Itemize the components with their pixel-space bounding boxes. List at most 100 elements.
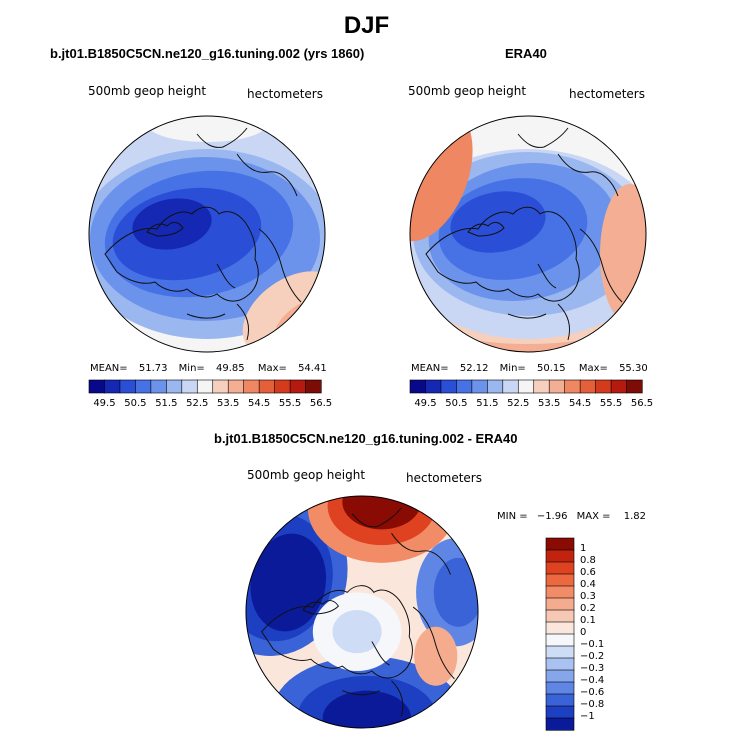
colorbar-box xyxy=(545,657,575,671)
contour-band xyxy=(147,116,267,142)
colorbar-box xyxy=(548,379,566,394)
colorbar-box xyxy=(545,705,575,719)
colorbar-box xyxy=(545,693,575,707)
panel-right-field-label: 500mb geop height xyxy=(408,84,527,98)
colorbar-tick-label: 55.5 xyxy=(278,398,302,409)
colorbar-box xyxy=(564,379,581,394)
coastline xyxy=(342,690,380,696)
colorbar-box xyxy=(579,379,597,394)
colorbar-diff-labels: 1 0.8 0.6 0.4 0.3 0.2 0.1 0 −0.1 −0.2 −0.3 −0.4 −0.6… xyxy=(580,538,620,730)
stat-mean-label: MEAN= xyxy=(90,363,128,374)
panel-left-stats: MEAN= 51.73 Min= 49.85 Max= 54.41 xyxy=(90,363,327,374)
colorbar-box xyxy=(88,379,106,394)
colorbar-box xyxy=(545,585,575,599)
colorbar-tick-label: 1 xyxy=(580,543,587,554)
colorbar-tick-label: 0.8 xyxy=(580,555,596,566)
colorbar-right-ticks: 49.5 50.5 51.5 52.5 53.5 54.5 55.5 56.5 xyxy=(410,398,653,412)
stat-max-value: 54.41 xyxy=(298,363,327,374)
coastline xyxy=(236,303,250,341)
contour-band xyxy=(132,198,212,250)
colorbar-box xyxy=(150,379,167,394)
contour-band xyxy=(600,184,646,324)
coastline xyxy=(412,606,455,680)
diff-stats: MIN = −1.96 MAX = 1.82 xyxy=(497,511,646,522)
map-boundary xyxy=(245,495,479,729)
colorbar-tick-label: 0.1 xyxy=(580,615,596,626)
contour-band xyxy=(450,191,546,253)
coastline xyxy=(261,585,413,679)
colorbar-tick-label: 53.5 xyxy=(538,398,561,409)
diff-panel-title: b.jt01.B1850C5CN.ne120_g16.tuning.002 - … xyxy=(214,431,518,446)
colorbar-box xyxy=(196,379,214,394)
stat-min-label: Min= xyxy=(499,363,526,374)
colorbar-diff xyxy=(545,537,575,731)
diff-field-label: 500mb geop height xyxy=(247,468,366,482)
contour-band xyxy=(414,626,458,686)
colorbar-box xyxy=(409,379,427,394)
colorbar-box xyxy=(258,379,276,394)
contour-field xyxy=(410,116,646,352)
coastline xyxy=(351,507,402,528)
panel-right-stats: MEAN= 52.12 Min= 50.15 Max= 55.30 xyxy=(411,363,648,374)
colorbar-box xyxy=(104,379,121,394)
colorbar-box xyxy=(545,669,575,683)
colorbar-box xyxy=(545,633,575,647)
colorbar-tick-label: −0.3 xyxy=(580,663,605,674)
colorbar-box xyxy=(119,379,137,394)
panel-right-title: ERA40 xyxy=(505,46,547,61)
colorbar-box xyxy=(212,379,229,394)
stat-min-value: 49.85 xyxy=(215,363,245,374)
colorbar-box xyxy=(487,379,504,394)
colorbar-box xyxy=(545,573,575,587)
coastline xyxy=(146,221,184,237)
colorbar-tick-label: 0.3 xyxy=(580,591,596,602)
colorbar-box xyxy=(517,379,535,394)
colorbar-tick-label: 0 xyxy=(580,627,587,638)
colorbar-tick-label: 52.5 xyxy=(186,398,209,409)
colorbar-tick-label: −1 xyxy=(580,711,595,722)
colorbar-tick-label: 51.5 xyxy=(476,398,499,409)
diff-units-label: hectometers xyxy=(406,471,482,485)
colorbar-tick-label: 52.5 xyxy=(507,398,530,409)
panel-left-units-label: hectometers xyxy=(247,87,323,101)
stat-mean-label: MEAN= xyxy=(411,363,449,374)
colorbar-box xyxy=(502,379,519,394)
stat-min-label: MIN = xyxy=(497,511,528,522)
colorbar-box xyxy=(166,379,183,394)
colorbar-tick-label: −0.8 xyxy=(580,699,605,710)
stat-min-value: −1.96 xyxy=(536,511,568,522)
stat-mean-value: 52.12 xyxy=(459,363,489,374)
coastline xyxy=(467,221,505,237)
map-boundary xyxy=(409,115,647,353)
stat-max-value: 55.30 xyxy=(619,363,648,374)
colorbar-box xyxy=(545,645,575,659)
colorbar-tick-label: 56.5 xyxy=(630,398,654,409)
stat-mean-value: 51.73 xyxy=(138,363,168,374)
stat-min-label: Min= xyxy=(178,363,205,374)
colorbar-box xyxy=(545,681,575,695)
colorbar-box xyxy=(135,379,152,394)
colorbar-box xyxy=(533,379,550,394)
coastline xyxy=(507,313,547,319)
coastline xyxy=(104,206,259,302)
colorbar-tick-label: −0.4 xyxy=(580,675,605,686)
colorbar-box xyxy=(545,549,575,563)
colorbar-tick-label: 56.5 xyxy=(309,398,333,409)
colorbar-tick-label: 54.5 xyxy=(568,398,592,409)
colorbar-tick-label: 50.5 xyxy=(124,398,147,409)
colorbar-box xyxy=(595,379,612,394)
colorbar-box xyxy=(545,597,575,611)
coastline xyxy=(186,313,226,319)
colorbar-tick-label: −0.6 xyxy=(580,687,605,698)
coastline xyxy=(216,263,236,289)
panel-left-field-label: 500mb geop height xyxy=(88,84,207,98)
contour-band xyxy=(332,610,382,654)
coastline xyxy=(579,228,623,303)
map-boundary xyxy=(88,115,326,353)
colorbar-box xyxy=(545,621,575,635)
map-left xyxy=(88,115,326,353)
colorbar-box xyxy=(181,379,198,394)
colorbar-tick-label: 0.6 xyxy=(580,567,596,578)
contour-band xyxy=(342,495,421,530)
stat-max-label: Max= xyxy=(578,363,608,374)
